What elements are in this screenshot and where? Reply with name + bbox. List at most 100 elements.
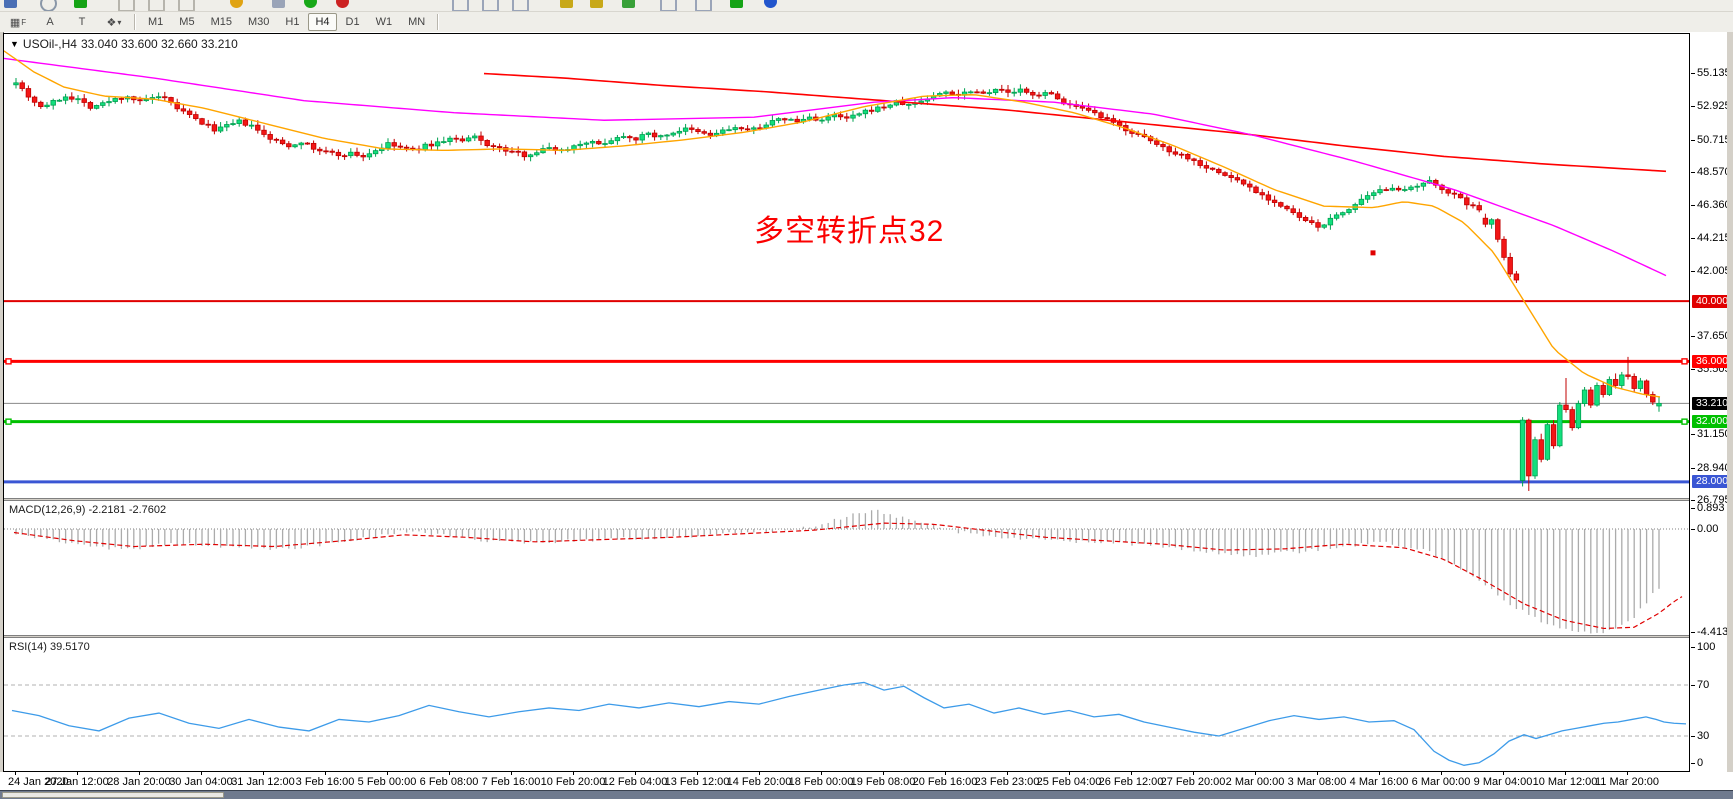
line-studies-and-timeframe-toolbar: ▦ F A T ❖ ▾ M1 M5 M15 M30 H1 H4 D1 W1 MN [0, 12, 1733, 33]
panel-splitter[interactable] [4, 635, 1689, 638]
toolbar-icon-fragment[interactable] [40, 0, 57, 11]
price-tick-label: 50.715 [1697, 133, 1731, 146]
hline-anchor[interactable] [1681, 358, 1688, 365]
toolbar-icon-fragment[interactable] [622, 0, 635, 8]
hline-anchor[interactable] [1681, 418, 1688, 425]
time-tick [201, 772, 202, 775]
trade-marker[interactable] [1370, 250, 1376, 256]
cursor-grid-tool-sub: F [21, 17, 27, 27]
main-toolbar-clipped [0, 0, 1733, 12]
price-tick [1691, 336, 1695, 338]
timeframe-button-m30[interactable]: M30 [247, 16, 270, 28]
timeframe-button-h1[interactable]: H1 [285, 16, 300, 28]
rsi-tick-label: 70 [1697, 679, 1710, 691]
time-tick-label: 9 Mar 04:00 [1473, 776, 1533, 788]
time-tick [697, 772, 698, 775]
ma-magenta-line [4, 57, 1667, 277]
time-tick [1131, 772, 1132, 775]
time-tick-label: 5 Feb 00:00 [357, 776, 417, 788]
time-tick-label: 10 Mar 12:00 [1532, 776, 1598, 788]
toolbar-icon-fragment[interactable] [336, 0, 349, 8]
time-tick [15, 772, 16, 775]
rsi-tick [1691, 646, 1695, 648]
time-tick [635, 772, 636, 775]
chart-ohlc-readout: 33.040 33.600 32.660 33.210 [80, 37, 238, 51]
rsi-tick [1691, 685, 1695, 686]
toolbar-icon-fragment[interactable] [148, 0, 165, 11]
toolbar-icon-fragment[interactable] [4, 0, 17, 8]
timeframe-button-d1[interactable]: D1 [345, 16, 360, 28]
toolbar-icon-fragment[interactable] [272, 0, 285, 8]
hline-anchor[interactable] [5, 358, 12, 365]
price-tick [1691, 205, 1695, 207]
price-badge-36.000: 36.000 [1692, 354, 1732, 368]
price-tick-label: 42.005 [1697, 264, 1731, 277]
time-tick [1317, 772, 1318, 775]
price-axis[interactable]: 55.135 52.925 50.715 48.570 46.360 44.215 42.0… [1691, 33, 1733, 770]
time-tick-label: 6 Feb 08:00 [419, 776, 479, 788]
time-axis[interactable]: 24 Jan 2020 27 Jan 12:00 28 Jan 20:00 30 Ja… [0, 772, 1733, 790]
timeframe-button-m5[interactable]: M5 [179, 16, 195, 28]
toolbar-icon-fragment[interactable] [730, 0, 743, 8]
toolbar-icon-fragment[interactable] [560, 0, 573, 8]
toolbar-icon-fragment[interactable] [482, 0, 499, 11]
panel-splitter[interactable] [4, 498, 1689, 501]
timeframe-button-w1[interactable]: W1 [375, 16, 393, 28]
timeframe-button-m15[interactable]: M15 [210, 16, 232, 28]
scrollbar-thumb[interactable] [2, 792, 224, 798]
timeframe-button-h4[interactable]: H4 [308, 13, 337, 31]
chart-text-annotation[interactable]: 多空转折点32 [754, 215, 945, 248]
text-annotation-tool-button[interactable]: A [36, 13, 64, 31]
chart-symbol-period: USOil-,H4 [22, 37, 77, 51]
macd-tick [1691, 632, 1695, 633]
symbol-dropdown-icon[interactable]: ▼ [10, 39, 19, 49]
rsi-surface[interactable] [4, 638, 1689, 771]
macd-tick [1691, 508, 1695, 510]
macd-label: MACD(12,26,9) -2.2181 -2.7602 [9, 504, 167, 516]
time-tick [1069, 772, 1070, 775]
timeframe-button-m1[interactable]: M1 [148, 16, 164, 28]
toolbar-icon-fragment[interactable] [304, 0, 317, 8]
time-tick [387, 772, 388, 775]
toolbar-icon-fragment[interactable] [660, 0, 677, 11]
time-tick [1441, 772, 1442, 775]
toolbar-icon-fragment[interactable] [74, 0, 87, 8]
toolbar-icon-fragment[interactable] [695, 0, 712, 11]
time-tick [1007, 772, 1008, 775]
toolbar-icon-fragment[interactable] [452, 0, 469, 11]
rsi-tick [1691, 736, 1695, 737]
price-tick [1691, 368, 1695, 370]
price-tick [1691, 500, 1695, 502]
time-tick [883, 772, 884, 775]
toolbar-icon-fragment[interactable] [230, 0, 243, 8]
candles-layer [13, 77, 1662, 491]
time-tick-label: 3 Mar 08:00 [1287, 776, 1347, 788]
time-tick [263, 772, 264, 775]
price-tick [1691, 237, 1695, 239]
price-tick [1691, 73, 1695, 74]
toolbar-icon-fragment[interactable] [512, 0, 529, 11]
rsi-line [11, 681, 1687, 766]
time-tick-label: 27 Feb 20:00 [1160, 776, 1226, 788]
macd-surface[interactable] [4, 501, 1689, 635]
cursor-grid-tool-button[interactable]: ▦ F [4, 13, 32, 31]
toolbar-icon-fragment[interactable] [764, 0, 777, 8]
rsi-panel[interactable]: RSI(14) 39.5170 [4, 638, 1689, 771]
toolbar-icon-fragment[interactable] [118, 0, 135, 11]
price-chart-surface[interactable] [4, 34, 1689, 498]
macd-panel[interactable]: MACD(12,26,9) -2.2181 -2.7602 [4, 501, 1689, 635]
hline-anchor[interactable] [5, 418, 12, 425]
toolbar-icon-fragment[interactable] [178, 0, 195, 11]
ma-orange-line [4, 50, 1661, 398]
text-label-tool-button[interactable]: T [68, 13, 96, 31]
time-tick [1503, 772, 1504, 775]
time-tick-label: 7 Feb 16:00 [481, 776, 541, 788]
arrow-objects-tool-button[interactable]: ❖ ▾ [100, 13, 128, 31]
text-annotation-tool-icon: A [46, 16, 54, 28]
rsi-tick-label: 0 [1697, 757, 1704, 769]
hline-layer [4, 300, 1689, 484]
price-chart-panel[interactable]: ▼ USOil-,H4 33.040 33.600 32.660 33.210 … [4, 34, 1689, 498]
timeframe-button-mn[interactable]: MN [408, 16, 426, 28]
toolbar-icon-fragment[interactable] [590, 0, 603, 8]
